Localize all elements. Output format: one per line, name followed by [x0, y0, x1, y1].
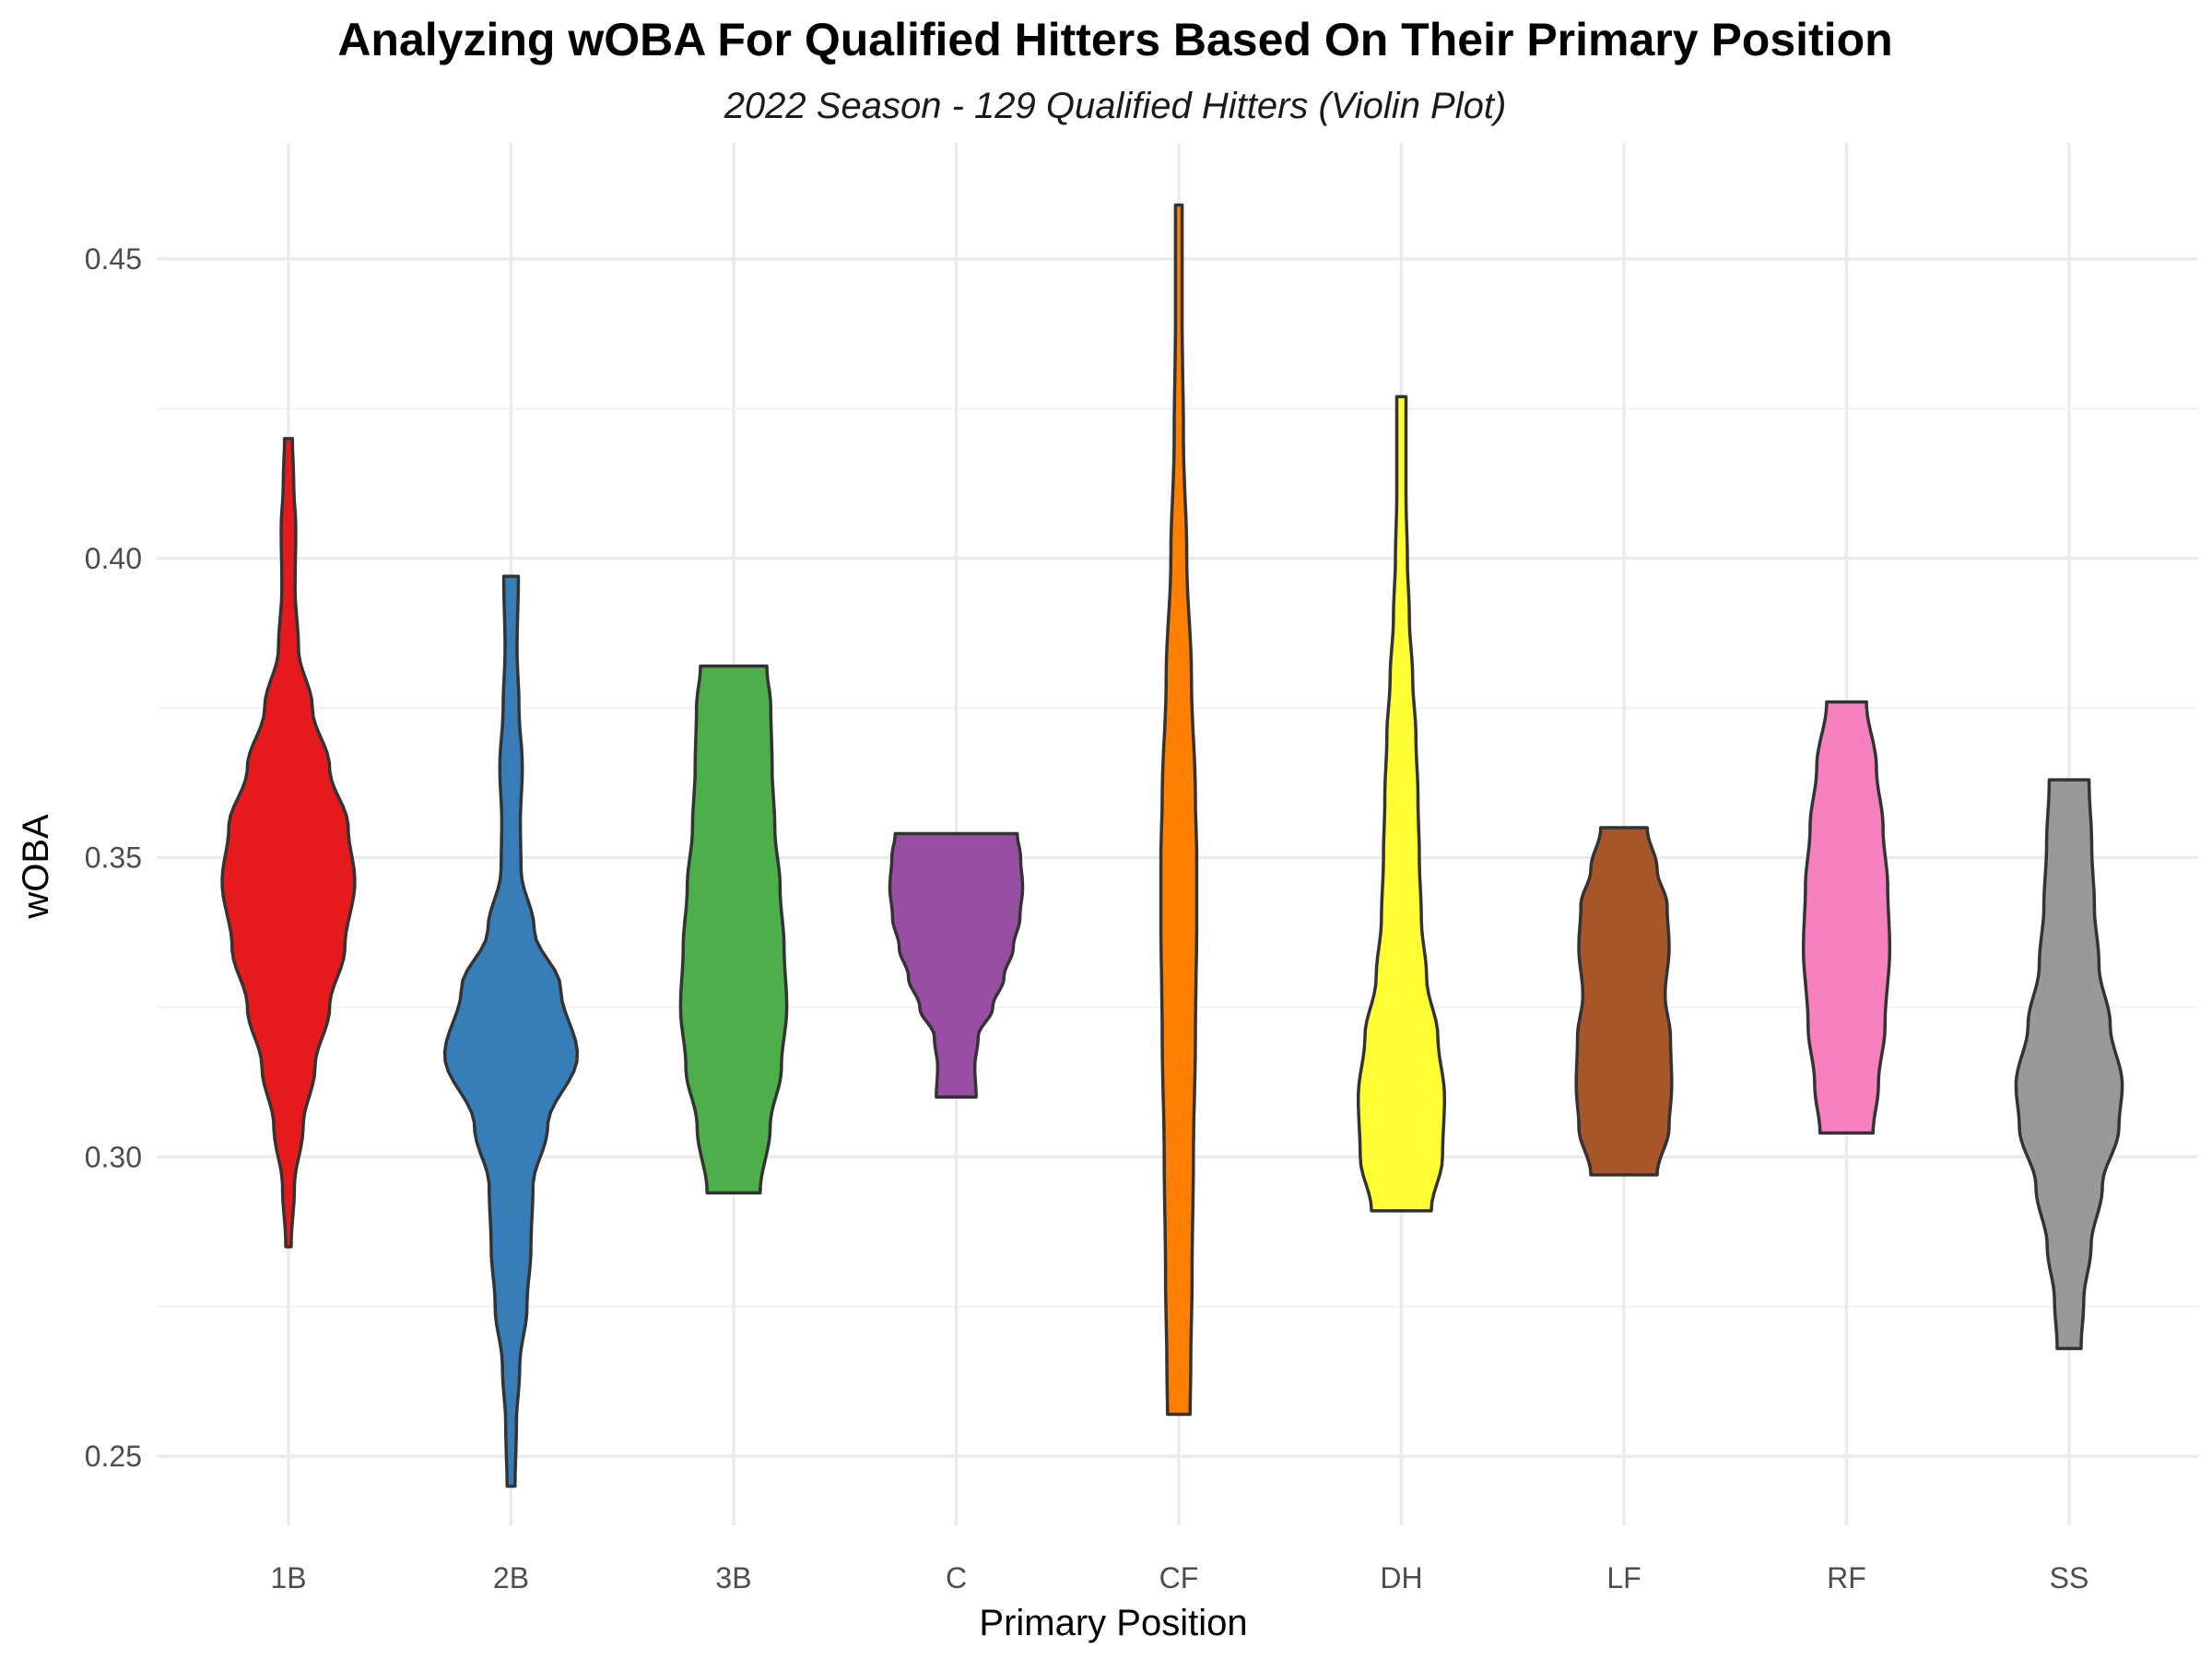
y-tick-labels: 0.25 0.30 0.35 0.40 0.45 — [85, 242, 142, 1473]
x-tick-label: CF — [1159, 1561, 1199, 1594]
x-tick-label: 2B — [493, 1561, 529, 1594]
y-tick-label: 0.40 — [85, 542, 142, 575]
violin-cf — [1159, 203, 1199, 1417]
x-tick-label: C — [946, 1561, 967, 1594]
violin-2b — [442, 574, 580, 1488]
x-tick-label: RF — [1827, 1561, 1866, 1594]
chart-subtitle: 2022 Season - 129 Qualified Hitters (Vio… — [724, 86, 1507, 126]
x-tick-label: LF — [1606, 1561, 1641, 1594]
violins — [220, 203, 2124, 1488]
x-axis-title: Primary Position — [979, 1603, 1247, 1643]
violin-ss — [2014, 778, 2124, 1350]
chart-title: Analyzing wOBA For Qualified Hitters Bas… — [337, 14, 1892, 65]
violin-3b — [678, 664, 789, 1194]
x-tick-label: SS — [2050, 1561, 2089, 1594]
x-tick-labels: 1B 2B 3B C CF DH LF RF SS — [270, 1561, 2088, 1594]
violin-c — [888, 831, 1025, 1100]
violin-1b — [220, 437, 357, 1249]
violin-rf — [1801, 700, 1892, 1135]
y-tick-label: 0.30 — [85, 1140, 142, 1173]
violin-lf — [1574, 826, 1674, 1177]
x-tick-label: 1B — [270, 1561, 306, 1594]
x-tick-label: 3B — [715, 1561, 751, 1594]
y-axis-title: wOBA — [16, 814, 56, 920]
x-tick-label: DH — [1380, 1561, 1422, 1594]
y-tick-label: 0.35 — [85, 841, 142, 875]
violin-dh — [1356, 394, 1447, 1213]
y-tick-label: 0.45 — [85, 242, 142, 276]
y-tick-label: 0.25 — [85, 1440, 142, 1473]
